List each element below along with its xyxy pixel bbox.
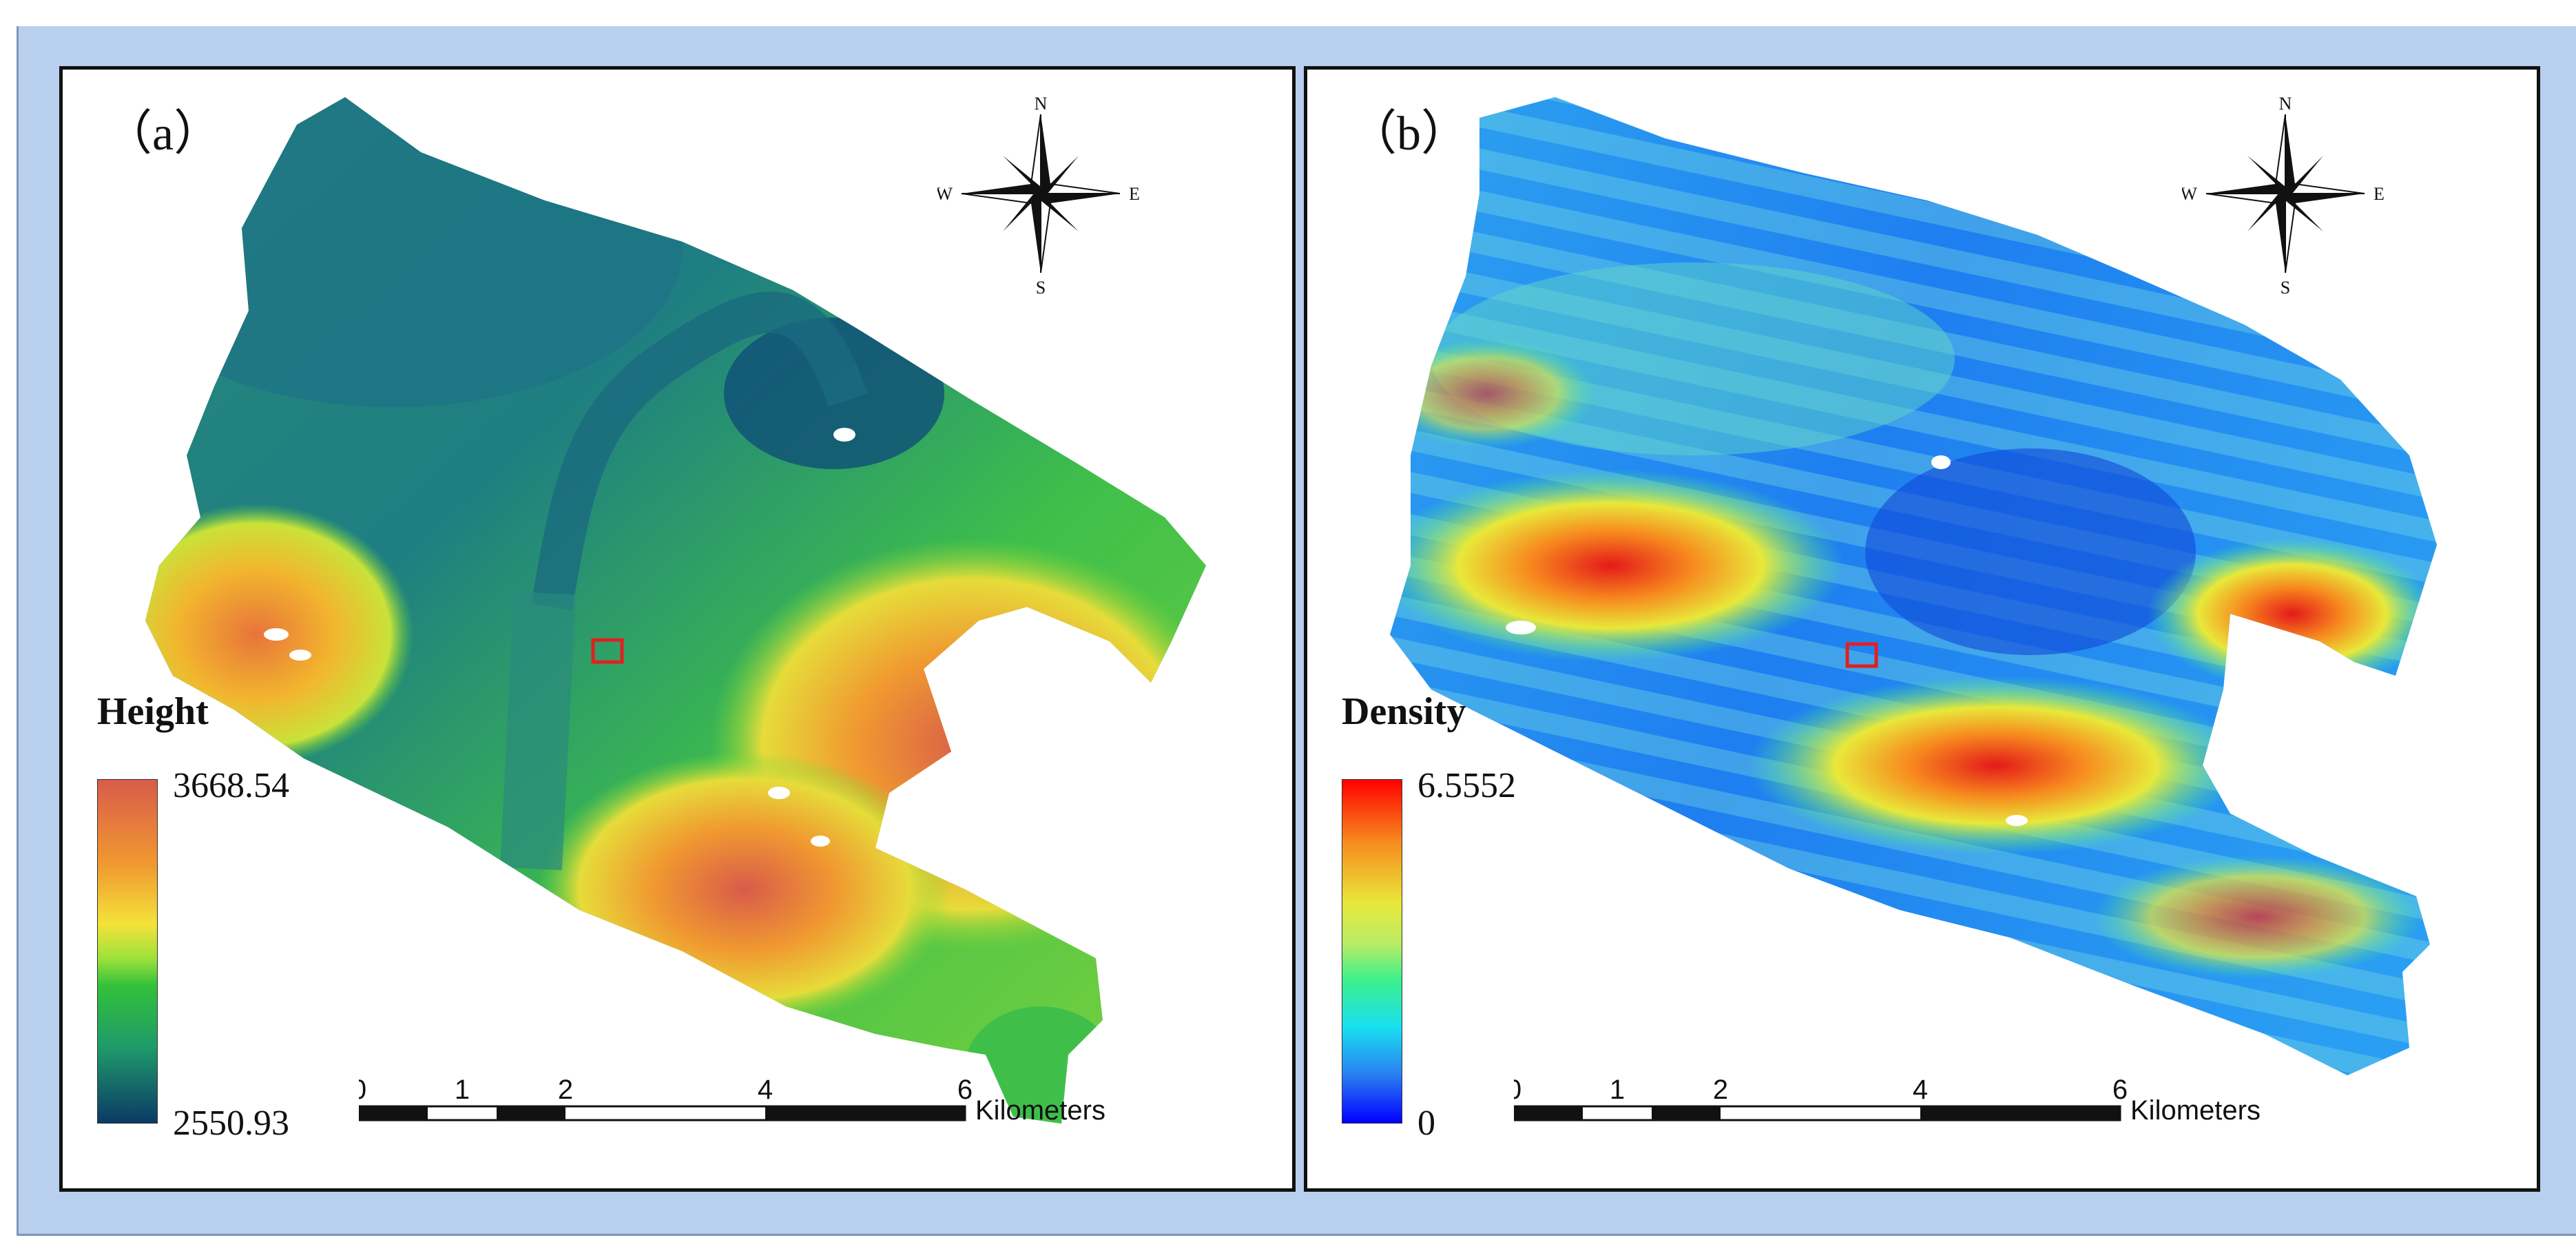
compass-w: W [937, 184, 953, 204]
scale-bar: 0 1 2 4 6 Kilometers [1514, 1075, 2261, 1126]
scale-tick-0: 0 [1514, 1075, 1521, 1105]
scale-tick-4: 4 [1913, 1075, 1928, 1105]
compass-s: S [2281, 278, 2290, 297]
panel-label: （a） [104, 107, 222, 161]
scale-tick-6: 6 [2112, 1075, 2128, 1105]
density-map-canvas [1390, 97, 2437, 1075]
compass-s: S [1036, 278, 1046, 297]
compass-e: E [1129, 184, 1140, 204]
panel-a-height-map: （a） N S E W Height 3668.54 2550.93 0 1 2… [59, 66, 1296, 1192]
north-arrow-compass: N S E W [937, 94, 1140, 297]
compass-e: E [2374, 184, 2385, 204]
scale-tick-2: 2 [1713, 1075, 1728, 1105]
scale-tick-1: 1 [455, 1075, 470, 1105]
panel-b-density-map: （b） N S E W Density 6.5552 0 0 1 2 4 6 K… [1304, 66, 2540, 1192]
compass-n: N [1035, 94, 1048, 114]
scale-tick-6: 6 [957, 1075, 973, 1105]
scale-tick-1: 1 [1610, 1075, 1625, 1105]
compass-n: N [2279, 94, 2292, 114]
density-legend-colorbar [1342, 779, 1402, 1124]
legend-max-value: 6.5552 [1417, 766, 1516, 805]
study-area-marker [591, 638, 624, 664]
legend-min-value: 2550.93 [173, 1104, 289, 1143]
compass-w: W [2182, 184, 2197, 204]
north-arrow-compass: N S E W [2182, 94, 2385, 297]
legend-min-value: 0 [1417, 1104, 1435, 1143]
scale-bar: 0 1 2 4 6 Kilometers [359, 1075, 1105, 1126]
scale-tick-4: 4 [758, 1075, 773, 1105]
panel-label: （b） [1349, 107, 1469, 161]
legend-title: Height [97, 690, 209, 733]
height-map-canvas [145, 97, 1206, 1124]
legend-title: Density [1342, 690, 1466, 733]
scale-unit: Kilometers [975, 1095, 1105, 1126]
scale-tick-2: 2 [558, 1075, 573, 1105]
legend-max-value: 3668.54 [173, 766, 289, 805]
scale-unit: Kilometers [2130, 1095, 2261, 1126]
study-area-marker [1845, 642, 1878, 668]
scale-tick-0: 0 [359, 1075, 366, 1105]
height-legend-colorbar [97, 779, 158, 1124]
